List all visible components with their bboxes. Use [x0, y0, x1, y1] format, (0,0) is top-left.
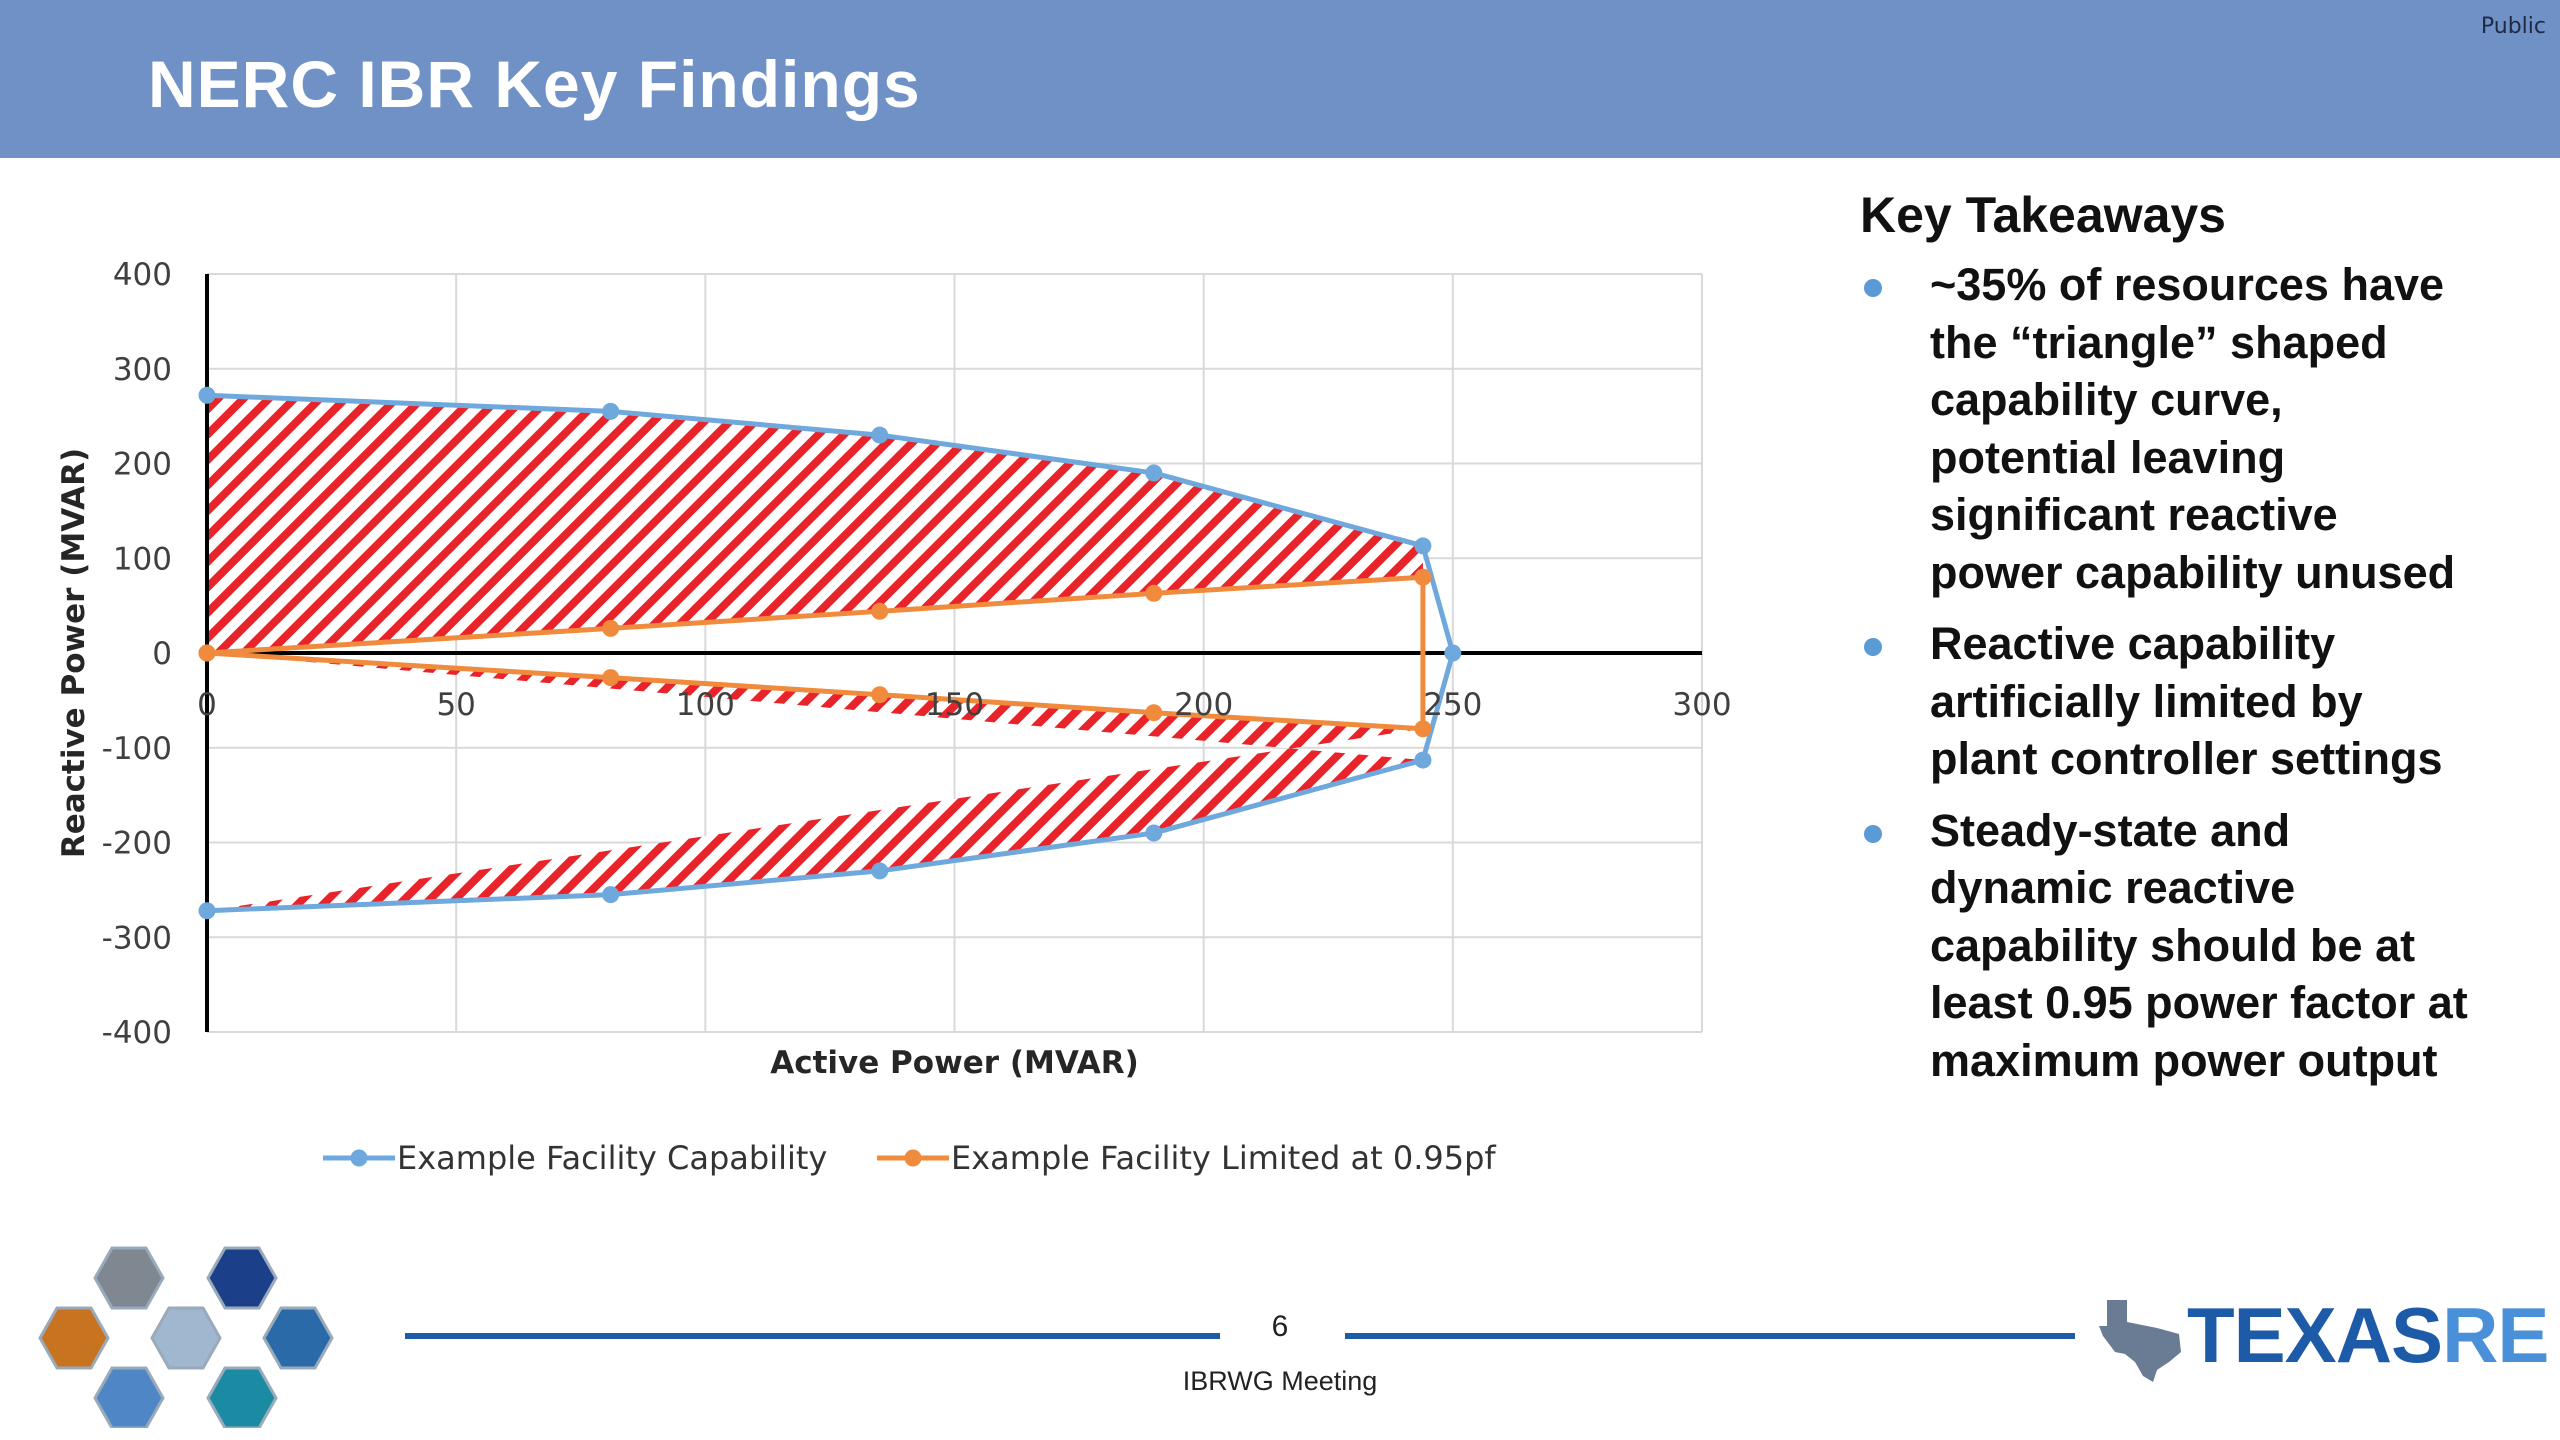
series-0-point	[1145, 824, 1163, 842]
takeaway-line: plant controller settings	[1930, 733, 2443, 784]
series-0-point	[198, 902, 216, 920]
series-1-point	[1145, 704, 1163, 722]
series-1-point	[1145, 584, 1163, 602]
series-0-point	[1414, 751, 1432, 769]
series-1-point	[1414, 720, 1432, 738]
x-tick-label: 150	[925, 687, 984, 723]
chart-legend: Example Facility Capability Example Facil…	[323, 1139, 1496, 1177]
takeaway-item: Reactive capability artificially limited …	[1860, 615, 2540, 788]
series-1-point	[871, 686, 889, 704]
hatched-unused-capability-area	[207, 395, 1423, 911]
takeaway-line: ~35% of resources have	[1930, 259, 2445, 310]
takeaway-line: significant reactive	[1930, 489, 2338, 540]
series-0-point	[602, 886, 620, 904]
x-tick-label: 250	[1423, 687, 1482, 723]
legend-marker-1	[904, 1149, 922, 1167]
takeaway-line: Reactive capability	[1930, 618, 2336, 669]
chart-tick-labels: 0 50 100 150 200 250 300 400 300 200 100 0 -100 -200 -…	[102, 257, 1732, 1051]
series-0-point	[1444, 644, 1462, 662]
bullet-dot-icon	[1864, 279, 1882, 297]
footer-divider-right	[1345, 1333, 2075, 1339]
energy-hexagon-images	[38, 1246, 334, 1428]
reactive-capability-chart: 0 50 100 150 200 250 300 400 300 200 100 0 -100 -200 -…	[56, 257, 1732, 1177]
takeaways-list: ~35% of resources have the “triangle” sha…	[1860, 256, 2540, 1089]
bullet-dot-icon	[1864, 824, 1882, 843]
x-tick-label: 0	[197, 687, 217, 723]
y-tick-label: -400	[102, 1015, 172, 1051]
panel-hexagon-image	[150, 1306, 222, 1370]
takeaway-line: capability should be at	[1930, 919, 2416, 971]
takeaway-line: potential leaving	[1930, 431, 2286, 483]
series-0-point	[602, 402, 620, 420]
series-line-1	[206, 574, 1426, 732]
x-tick-label: 300	[1672, 687, 1731, 723]
bullet-dot-icon	[1864, 638, 1882, 656]
legend-label-0: Example Facility Capability	[397, 1139, 827, 1177]
series-0-point	[1414, 537, 1432, 555]
y-tick-label: -200	[102, 826, 172, 862]
takeaway-line: maximum power output	[1930, 1034, 2438, 1086]
series-1-point	[198, 644, 216, 662]
slide-title: NERC IBR Key Findings	[148, 47, 921, 121]
y-tick-label: 0	[152, 636, 172, 672]
wind-hexagon-image	[206, 1246, 278, 1310]
chart-svg: 0 50 100 150 200 250 300 400 300 200 100 0 -100 -200 -…	[56, 257, 1732, 1177]
takeaway-line: least 0.95 power factor at	[1930, 977, 2468, 1028]
takeaway-item: Steady-state and dynamic reactive capabili…	[1860, 802, 2540, 1090]
turbine-hexagon-image	[93, 1246, 165, 1310]
takeaways-heading: Key Takeaways	[1860, 187, 2226, 243]
y-tick-label: -100	[102, 731, 172, 767]
transmission-hexagon-image	[93, 1366, 165, 1428]
takeaway-line: artificially limited by	[1930, 675, 2363, 727]
series-0-point	[198, 386, 216, 404]
y-tick-label: 400	[113, 257, 172, 293]
upper-hatched-region	[207, 395, 1423, 653]
takeaway-line: power capability unused	[1930, 546, 2456, 598]
lower-hatched-region	[207, 653, 1423, 911]
takeaway-line: the “triangle” shaped	[1930, 316, 2388, 368]
takeaway-item: ~35% of resources have the “triangle” sha…	[1860, 256, 2540, 601]
y-tick-label: 100	[113, 541, 172, 577]
logo-texas: TEXAS	[2187, 1291, 2443, 1379]
key-takeaways-panel: Key Takeaways ~35% of resources have the …	[1860, 186, 2540, 1103]
takeaway-line: dynamic reactive	[1930, 862, 2296, 913]
legend-label-1: Example Facility Limited at 0.95pf	[951, 1139, 1496, 1177]
series-1-point	[602, 669, 620, 687]
title-banner: NERC IBR Key Findings	[0, 0, 2560, 158]
meeting-name: IBRWG Meeting	[1182, 1366, 1378, 1396]
y-tick-label: -300	[102, 920, 172, 956]
legend-marker-0	[350, 1149, 368, 1167]
x-axis-title: Active Power (MVAR)	[770, 1045, 1139, 1081]
classification-label: Public	[2480, 14, 2546, 39]
city-hexagon-image	[262, 1306, 334, 1370]
footer-divider-left	[405, 1333, 1220, 1339]
takeaway-line: Steady-state and	[1930, 804, 2291, 856]
chart-series	[198, 386, 1462, 920]
y-tick-label: 300	[113, 352, 172, 388]
grid-hexagon-image	[206, 1366, 278, 1428]
y-tick-label: 200	[113, 447, 172, 483]
series-1-point	[602, 619, 620, 637]
series-1-point	[871, 602, 889, 620]
takeaway-line: capability curve,	[1930, 374, 2283, 425]
x-tick-label: 100	[676, 687, 735, 723]
series-0-point	[871, 862, 889, 880]
texas-state-icon	[2099, 1300, 2181, 1382]
y-axis-title: Reactive Power (MVAR)	[56, 448, 92, 858]
solar-hexagon-image	[38, 1306, 110, 1370]
texas-re-logo: TEXASRE	[2095, 1290, 2549, 1382]
x-tick-label: 200	[1174, 687, 1233, 723]
series-0-point	[871, 426, 889, 444]
page-number: 6	[1271, 1310, 1289, 1343]
series-1-point	[1414, 568, 1432, 586]
x-tick-label: 50	[436, 687, 475, 723]
series-0-point	[1145, 464, 1163, 482]
logo-re: RE	[2442, 1291, 2549, 1379]
